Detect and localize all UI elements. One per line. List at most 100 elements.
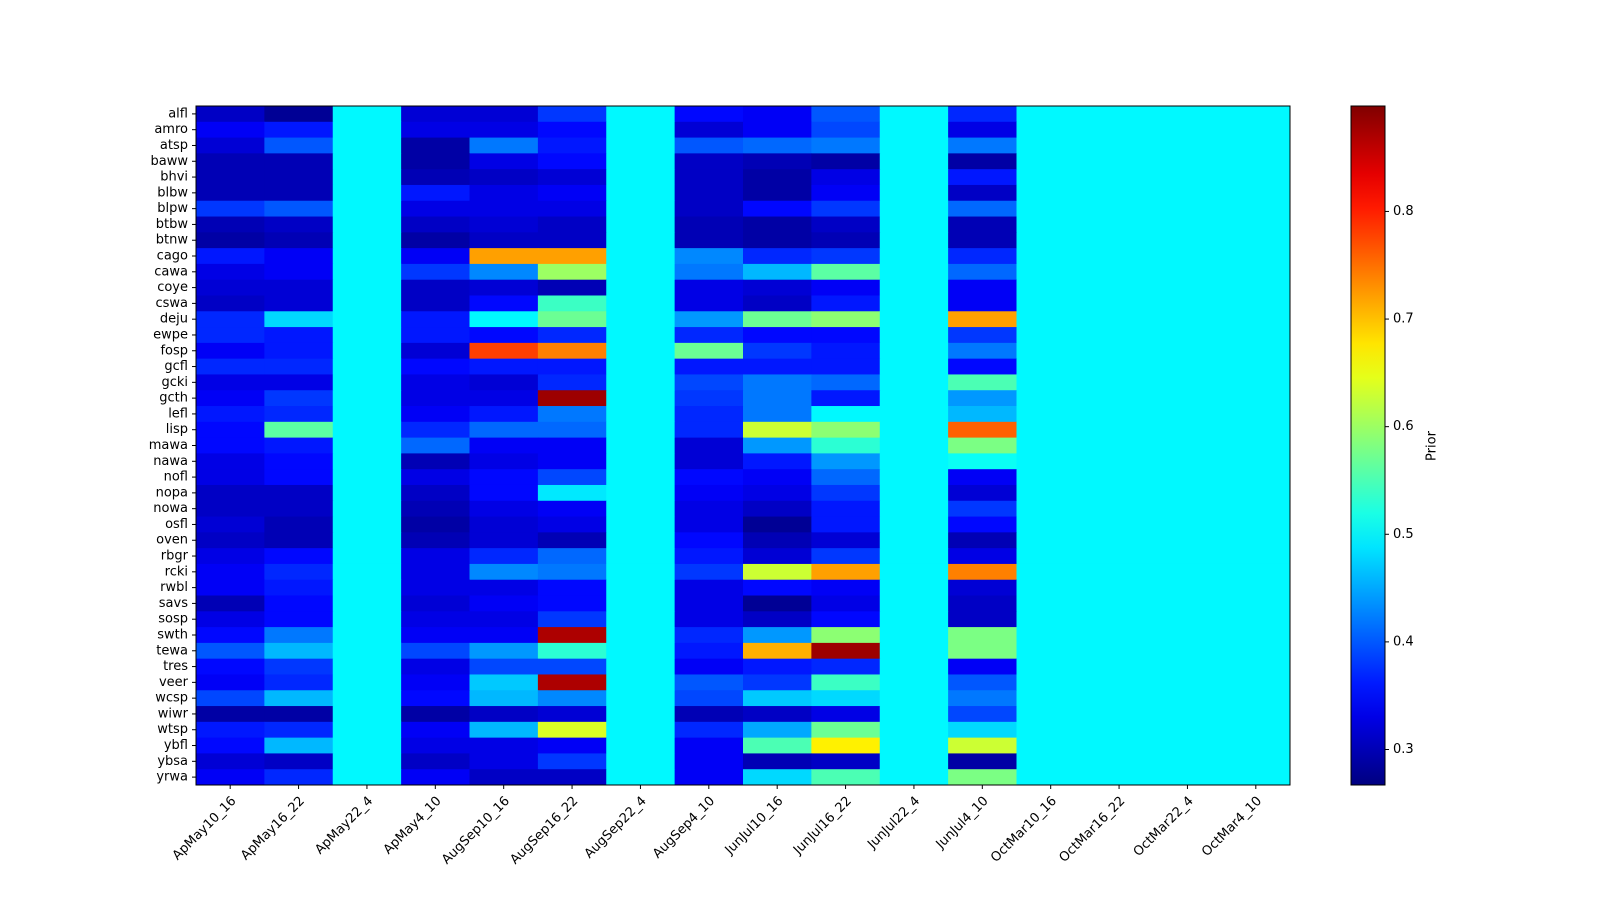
heatmap-cell — [401, 406, 470, 423]
heatmap-cell — [674, 200, 744, 218]
heatmap-cell — [1016, 658, 1086, 675]
heatmap-cell — [469, 406, 539, 423]
heatmap-cell — [1153, 516, 1223, 533]
heatmap-cell — [1221, 374, 1291, 391]
heatmap-cell — [1016, 374, 1086, 391]
heatmap-cell — [196, 674, 265, 691]
heatmap-cell — [537, 548, 607, 565]
colorbar-tick-label: 0.8 — [1393, 204, 1414, 219]
heatmap-cell — [743, 453, 812, 470]
x-tick-label: JunJul16_22 — [790, 794, 855, 859]
heatmap-cell — [606, 121, 676, 139]
heatmap-cell — [332, 279, 402, 296]
heatmap-cell — [469, 627, 539, 644]
y-tick-label: ewpe — [153, 327, 188, 342]
heatmap-cell — [674, 469, 744, 486]
heatmap-cell — [811, 327, 881, 344]
heatmap-cell — [196, 200, 265, 218]
heatmap-cell — [674, 453, 744, 470]
heatmap-cell — [264, 358, 334, 375]
heatmap-cell — [743, 106, 812, 123]
heatmap-cell — [264, 563, 334, 581]
heatmap-cell — [1221, 453, 1291, 470]
heatmap-cell — [401, 627, 470, 644]
heatmap-cell — [1153, 421, 1223, 439]
heatmap-cell — [401, 232, 470, 249]
heatmap-cell — [743, 769, 812, 786]
heatmap-cell — [1084, 232, 1154, 249]
x-tick-label: JunJul4_10 — [933, 794, 992, 853]
heatmap-cell — [674, 327, 744, 344]
heatmap-cell — [401, 516, 470, 533]
heatmap-cell — [743, 706, 812, 723]
heatmap-cell — [606, 563, 676, 581]
heatmap-cell — [332, 532, 402, 549]
heatmap-cell — [1221, 121, 1291, 139]
heatmap-cell — [469, 232, 539, 249]
heatmap-cell — [401, 453, 470, 470]
heatmap-cell — [948, 200, 1017, 218]
heatmap-cell — [1016, 137, 1086, 154]
heatmap-cell — [537, 232, 607, 249]
heatmap-cell — [1153, 153, 1223, 170]
heatmap-cell — [401, 342, 470, 360]
heatmap-cell — [1221, 437, 1291, 454]
heatmap-cell — [1084, 737, 1154, 754]
heatmap-cell — [1221, 532, 1291, 549]
heatmap-cell — [332, 311, 402, 328]
heatmap-cell — [196, 690, 265, 707]
y-tick-label: alfl — [168, 106, 188, 121]
heatmap-cell — [948, 169, 1017, 186]
heatmap-cell — [1153, 169, 1223, 186]
heatmap-cell — [1221, 153, 1291, 170]
heatmap-cell — [1016, 548, 1086, 565]
heatmap-cell — [1153, 342, 1223, 360]
heatmap-cell — [469, 721, 539, 739]
heatmap-cell — [606, 327, 676, 344]
heatmap-cell — [879, 469, 949, 486]
heatmap-cell — [401, 500, 470, 518]
heatmap-cell — [879, 627, 949, 644]
heatmap-cell — [948, 500, 1017, 518]
heatmap-cell — [401, 563, 470, 581]
heatmap-cell — [674, 216, 744, 233]
y-tick-label: tres — [163, 659, 188, 674]
heatmap-cell — [674, 390, 744, 407]
heatmap-cell — [196, 358, 265, 375]
heatmap-cell — [948, 137, 1017, 154]
heatmap-cell — [537, 674, 607, 691]
heatmap-cell — [332, 611, 402, 628]
x-tick-label: OctMar10_16 — [988, 794, 1060, 866]
heatmap-cell — [606, 248, 676, 265]
heatmap-cell — [196, 248, 265, 265]
heatmap-cell — [1153, 737, 1223, 754]
colorbar-tick-label: 0.5 — [1393, 527, 1414, 542]
heatmap-cell — [1221, 169, 1291, 186]
heatmap-cell — [948, 690, 1017, 707]
heatmap-cell — [879, 232, 949, 249]
heatmap-cell — [948, 769, 1017, 786]
y-tick-label: baww — [151, 154, 189, 169]
y-tick-label: fosp — [160, 343, 188, 358]
heatmap-cell — [606, 611, 676, 628]
heatmap-cell — [1153, 469, 1223, 486]
heatmap-cell — [332, 516, 402, 533]
heatmap-cell — [948, 753, 1017, 770]
heatmap-cell — [469, 469, 539, 486]
heatmap-cell — [674, 295, 744, 312]
heatmap-cell — [196, 500, 265, 518]
heatmap-cell — [264, 453, 334, 470]
heatmap-cell — [1221, 390, 1291, 407]
heatmap-cell — [264, 469, 334, 486]
heatmap-cell — [1084, 642, 1154, 660]
y-tick-label: wtsp — [157, 722, 188, 737]
heatmap-cell — [1016, 674, 1086, 691]
heatmap-cell — [811, 627, 881, 644]
heatmap-cell — [537, 469, 607, 486]
heatmap-cell — [674, 500, 744, 518]
heatmap-cell — [743, 358, 812, 375]
heatmap-cell — [332, 295, 402, 312]
heatmap-cell — [264, 169, 334, 186]
heatmap-cell — [879, 721, 949, 739]
heatmap-cell — [1016, 611, 1086, 628]
